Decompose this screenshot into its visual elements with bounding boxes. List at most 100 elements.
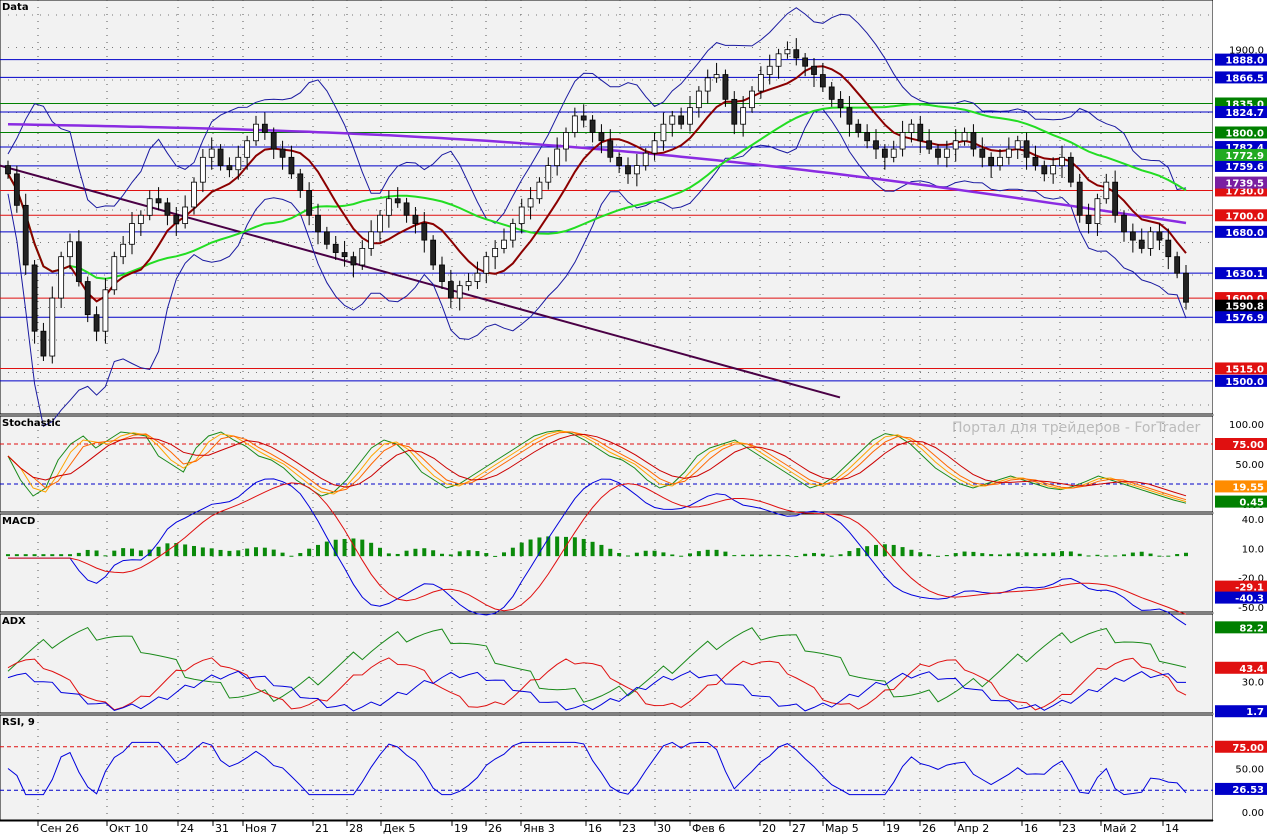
rsi-title: RSI, 9 [2,717,35,728]
x-axis-label: 19 [454,822,468,834]
macd-histogram-bar [705,549,710,557]
macd-title: MACD [2,516,35,527]
candle [633,165,640,175]
macd-panel [0,513,1214,613]
x-axis-label: 16 [588,822,602,834]
candle [394,198,401,204]
macd-histogram-bar [927,554,932,557]
candle [421,223,428,241]
macd-tick-label: -20.0 [1238,574,1264,585]
svg-text:1.7: 1.7 [1246,707,1264,718]
macd-histogram-bar [50,554,55,557]
macd-histogram-bar [794,556,799,558]
candle [873,140,879,150]
candle [669,115,676,125]
macd-histogram-bar [688,553,692,557]
candle [474,272,481,282]
candle [731,98,738,125]
macd-histogram-bar [510,547,515,557]
candle [75,241,82,282]
svg-text:1772.9: 1772.9 [1225,151,1264,162]
candle [651,140,658,154]
candle [58,256,65,299]
macd-histogram-bar [360,539,365,557]
candle [137,214,144,224]
candle [261,123,268,133]
main-panel [0,0,1214,415]
svg-text:43.4: 43.4 [1239,664,1264,675]
ma-purple [7,122,1187,225]
candle [855,123,862,133]
svg-text:-29.1: -29.1 [1235,583,1264,594]
stoch-k [7,429,1187,504]
macd-histogram-bar [165,543,170,557]
x-axis-label: 21 [315,822,329,834]
candle [253,123,259,142]
macd-histogram-bar [324,541,329,557]
macd-histogram-bar [245,548,250,557]
macd-histogram-bar [989,554,994,557]
candle [120,243,127,258]
macd-histogram-bar [732,555,737,557]
macd-histogram-bar [23,554,28,557]
stoch-panel [0,415,1214,513]
candle [447,281,454,299]
macd-histogram-bar [1104,555,1109,557]
macd-histogram-bar [440,553,444,557]
macd-histogram-bar [696,551,701,557]
macd-histogram-bar [289,555,294,557]
candle [979,148,986,158]
candle [589,119,596,133]
macd-histogram-bar [980,553,985,557]
candle [403,202,410,216]
candle [952,140,959,150]
macd-histogram-bar [422,548,427,557]
svg-text:75.00: 75.00 [1232,743,1264,754]
macd-histogram-bar [634,552,639,557]
svg-text:75.00: 75.00 [1232,440,1264,451]
bollinger-upper [7,7,1187,224]
macd-histogram-bar [475,551,480,557]
candle [182,206,189,224]
macd-histogram-bar [626,555,630,557]
svg-text:1600.0: 1600.0 [1225,294,1264,305]
macd-histogram-bar [936,555,940,557]
candle [270,132,277,150]
macd-histogram-bar [307,548,312,557]
macd-histogram-bar [519,542,524,557]
macd-signal [8,482,1187,615]
rsi-panel [0,714,1214,821]
candle [1050,165,1057,175]
ma-fast [7,65,1187,303]
macd-histogram-bar [909,549,914,557]
candle [5,165,11,175]
macd-histogram-bar [1175,554,1180,557]
candle [988,156,995,167]
trendline [0,164,841,399]
candle [129,223,135,245]
candle [155,198,162,204]
candle [997,156,1003,167]
adx-tick-label: 30.0 [1242,678,1264,689]
macd-histogram-bar [572,537,577,557]
macd-histogram-bar [59,554,64,557]
macd-histogram-bar [1015,552,1020,557]
candle [616,156,623,167]
candle [84,281,91,316]
svg-text:82.2: 82.2 [1239,623,1264,634]
macd-histogram-bar [342,538,347,557]
macd-histogram-bar [1166,555,1171,557]
macd-histogram-bar [1148,553,1153,557]
candle [598,132,605,142]
candle [749,90,755,109]
candle [846,107,853,125]
macd-histogram-bar [1130,552,1135,557]
candle [864,132,871,142]
price-level-label: 1630.1 [1215,267,1267,280]
candle [678,115,685,125]
macd-histogram-bar [1113,555,1118,557]
candle [67,241,73,258]
x-axis-label: Май 2 [1103,822,1137,834]
